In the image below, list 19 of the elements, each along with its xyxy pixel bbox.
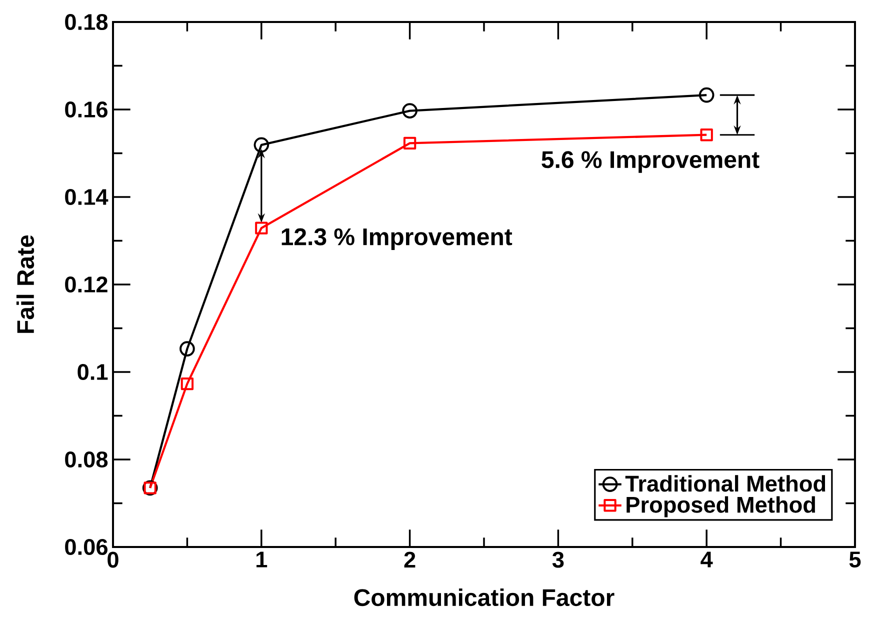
y-tick-label: 0.06 [65, 538, 108, 556]
annotation: 12.3 % Improvement [282, 228, 512, 250]
y-axis-title: Fail Rate [16, 235, 34, 333]
x-tick-label: 1 [256, 552, 268, 568]
y-tick-label: 0.1 [78, 364, 108, 380]
y-tick-label: 0.18 [65, 14, 108, 30]
x-tick-label: 5 [849, 552, 861, 568]
legend-label: Proposed Method [626, 496, 816, 518]
x-tick-label: 2 [404, 552, 416, 568]
x-axis-title: Communication Factor [354, 588, 614, 606]
y-tick-label: 0.16 [65, 101, 108, 118]
y-tick-label: 0.12 [65, 276, 108, 293]
legend-label: Traditional Method [625, 475, 826, 492]
x-tick-label: 3 [552, 552, 564, 568]
x-tick-label: 4 [700, 552, 713, 568]
y-tick-label: 0.08 [65, 451, 108, 468]
annotation: 5.6 % Improvement [542, 151, 760, 173]
x-tick-label: 0 [108, 552, 118, 568]
y-tick-label: 0.14 [65, 188, 108, 206]
